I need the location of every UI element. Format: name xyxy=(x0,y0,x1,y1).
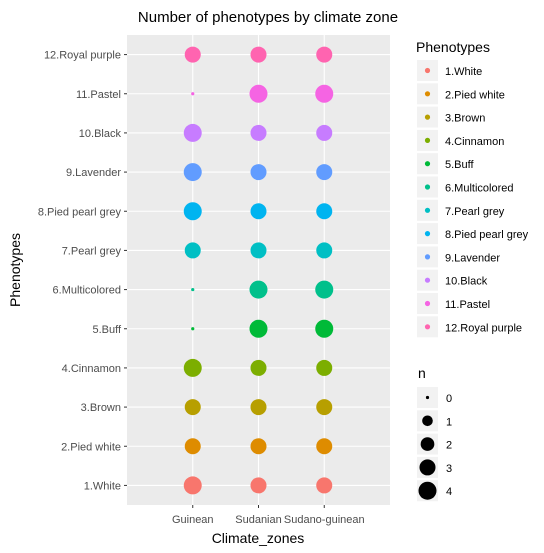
color-legend-label: 4.Cinnamon xyxy=(445,136,504,148)
data-point xyxy=(249,280,268,299)
data-point xyxy=(250,242,267,259)
y-tick-label: 2.Pied white xyxy=(61,441,121,453)
size-legend-dot xyxy=(425,395,430,400)
data-point xyxy=(183,358,202,377)
data-point xyxy=(316,359,333,376)
data-point xyxy=(250,203,267,220)
size-legend-title: n xyxy=(418,365,426,381)
color-legend: 1.White 2.Pied white 3.Brown 4.Cinnamon 5.Bu… xyxy=(417,60,529,338)
color-legend-title: Phenotypes xyxy=(416,39,490,55)
data-point xyxy=(250,399,267,416)
data-point xyxy=(191,92,195,96)
size-legend-dot xyxy=(420,437,435,451)
size-legend-label: 3 xyxy=(446,463,452,475)
chart-title: Number of phenotypes by climate zone xyxy=(138,9,398,26)
color-legend-label: 8.Pied pearl grey xyxy=(445,229,529,241)
data-point xyxy=(316,164,333,181)
data-point xyxy=(184,399,201,416)
color-legend-label: 1.White xyxy=(445,66,482,78)
size-legend-label: 0 xyxy=(446,393,452,405)
color-legend-label: 5.Buff xyxy=(445,159,474,171)
data-point xyxy=(315,280,334,299)
data-point xyxy=(316,203,333,220)
data-point xyxy=(316,438,333,455)
x-axis: Guinean Sudanian Sudano-guinean xyxy=(172,505,365,526)
data-point xyxy=(250,164,267,181)
data-point xyxy=(183,476,202,495)
color-legend-dot xyxy=(424,300,431,307)
color-legend-dot xyxy=(424,231,431,237)
color-legend-label: 10.Black xyxy=(445,276,488,288)
color-legend-dot xyxy=(424,254,431,260)
y-tick-label: 3.Brown xyxy=(81,402,121,414)
size-legend-label: 4 xyxy=(446,486,452,498)
color-legend-dot xyxy=(424,207,431,213)
data-point xyxy=(315,319,334,338)
data-point xyxy=(184,438,201,455)
data-point xyxy=(184,46,201,63)
color-legend-label: 6.Multicolored xyxy=(445,183,513,195)
color-legend-dot xyxy=(424,114,431,120)
size-legend: 0 1 2 3 4 xyxy=(417,387,452,502)
y-axis: 1.White 2.Pied white 3.Brown 4.Cinnamon 5.Bu… xyxy=(38,50,127,492)
data-point xyxy=(191,287,195,292)
data-point xyxy=(249,84,268,103)
data-point xyxy=(184,242,201,259)
color-legend-dot xyxy=(424,161,431,167)
data-point xyxy=(250,124,267,141)
color-legend-label: 11.Pastel xyxy=(445,299,490,311)
y-tick-label: 6.Multicolored xyxy=(53,285,121,297)
data-point xyxy=(250,438,267,455)
x-tick-label: Sudano-guinean xyxy=(284,514,365,526)
color-legend-label: 3.Brown xyxy=(445,113,485,125)
color-legend-dot xyxy=(424,184,431,190)
data-point xyxy=(250,477,267,494)
color-legend-dot xyxy=(424,91,431,97)
y-tick-label: 7.Pearl grey xyxy=(62,245,122,257)
x-axis-title: Climate_zones xyxy=(212,530,305,546)
y-tick-label: 5.Buff xyxy=(92,324,121,336)
color-legend-dot xyxy=(424,324,431,330)
data-point xyxy=(316,124,333,141)
color-legend-label: 7.Pearl grey xyxy=(445,206,505,218)
y-tick-label: 8.Pied pearl grey xyxy=(38,206,122,218)
data-point xyxy=(183,202,202,221)
data-point xyxy=(183,163,202,182)
data-point xyxy=(191,327,195,331)
x-tick-label: Guinean xyxy=(172,514,214,526)
y-tick-label: 12.Royal purple xyxy=(44,50,121,62)
size-legend-dot xyxy=(422,415,433,427)
y-tick-label: 10.Black xyxy=(79,128,122,140)
data-point xyxy=(315,84,334,103)
y-axis-title: Phenotypes xyxy=(7,233,23,307)
x-tick-label: Sudanian xyxy=(235,514,282,526)
y-tick-label: 9.Lavender xyxy=(66,167,121,179)
color-legend-dot xyxy=(424,137,431,143)
y-tick-label: 1.White xyxy=(84,480,121,492)
data-point xyxy=(316,477,333,494)
y-tick-label: 11.Pastel xyxy=(76,89,121,101)
size-legend-label: 1 xyxy=(446,416,452,428)
data-point xyxy=(250,46,267,63)
data-point xyxy=(183,123,202,142)
data-point xyxy=(249,319,268,338)
size-legend-dot xyxy=(418,481,437,500)
data-point xyxy=(250,359,267,376)
color-legend-dot xyxy=(424,67,431,74)
size-legend-dot xyxy=(419,459,436,476)
color-legend-label: 12.Royal purple xyxy=(445,322,522,334)
data-point xyxy=(316,399,333,416)
color-legend-dot xyxy=(424,277,431,283)
data-point xyxy=(316,46,333,63)
data-points xyxy=(183,46,334,495)
color-legend-label: 9.Lavender xyxy=(445,252,500,264)
size-legend-label: 2 xyxy=(446,440,452,452)
color-legend-label: 2.Pied white xyxy=(445,89,505,101)
y-tick-label: 4.Cinnamon xyxy=(62,363,121,375)
data-point xyxy=(316,242,333,259)
